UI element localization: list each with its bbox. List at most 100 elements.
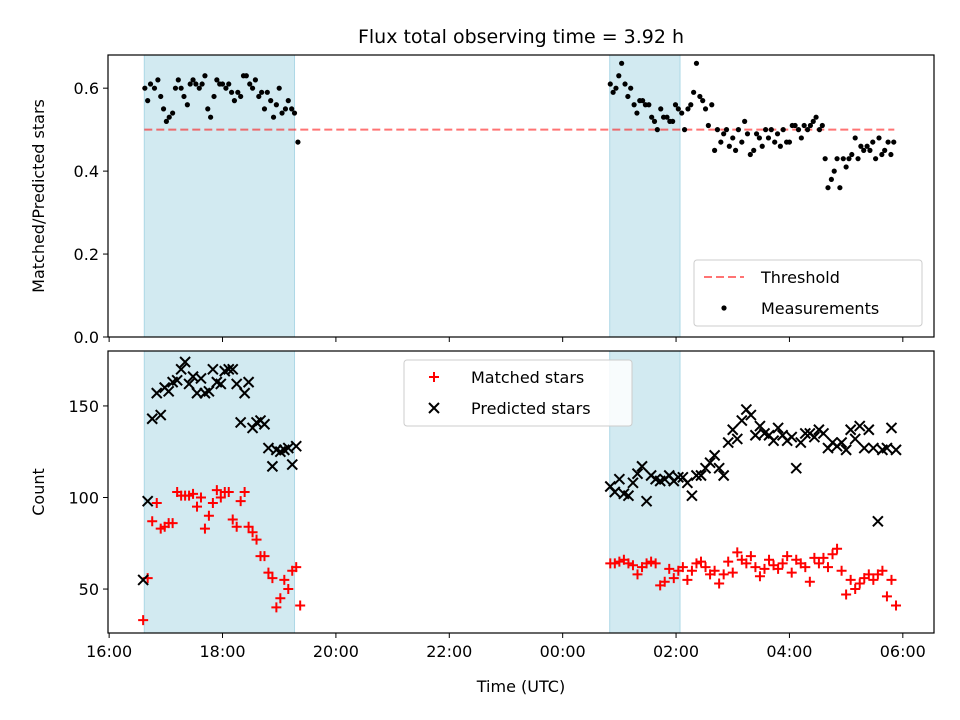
x-tick-label: 00:00 bbox=[540, 642, 586, 661]
data-point bbox=[289, 106, 295, 112]
data-point bbox=[713, 462, 725, 474]
data-point bbox=[208, 114, 214, 120]
data-point bbox=[772, 139, 778, 145]
data-point bbox=[809, 552, 820, 563]
data-point bbox=[727, 567, 738, 578]
legend-label: Predicted stars bbox=[471, 399, 591, 418]
data-point bbox=[712, 147, 718, 153]
data-point bbox=[634, 110, 640, 116]
data-point bbox=[741, 558, 752, 569]
data-point bbox=[619, 60, 625, 66]
data-point bbox=[881, 442, 893, 454]
data-point bbox=[672, 471, 685, 484]
data-point bbox=[849, 151, 855, 158]
data-point bbox=[631, 467, 644, 480]
data-point bbox=[172, 85, 179, 91]
data-point bbox=[622, 489, 635, 502]
data-point bbox=[882, 147, 888, 153]
x-tick-label: 04:00 bbox=[766, 642, 812, 661]
data-point bbox=[664, 114, 670, 120]
data-point bbox=[759, 143, 765, 149]
legend-box bbox=[693, 259, 923, 327]
data-point bbox=[837, 185, 843, 191]
data-point bbox=[266, 460, 279, 473]
x-tick-label: 20:00 bbox=[313, 642, 359, 661]
data-point bbox=[649, 114, 655, 120]
data-point bbox=[207, 363, 219, 376]
data-point bbox=[790, 462, 802, 474]
data-point bbox=[659, 576, 670, 587]
data-point bbox=[832, 543, 843, 554]
data-point bbox=[697, 93, 703, 100]
data-point bbox=[654, 127, 660, 133]
data-point bbox=[763, 127, 769, 133]
data-point bbox=[178, 85, 184, 91]
data-point bbox=[247, 527, 258, 538]
data-point bbox=[275, 593, 286, 604]
data-point bbox=[804, 576, 815, 587]
data-point bbox=[854, 578, 865, 589]
y-tick-label: 0.4 bbox=[74, 162, 99, 181]
data-point bbox=[242, 376, 255, 388]
data-point bbox=[861, 147, 867, 153]
data-point bbox=[714, 127, 721, 133]
data-point bbox=[243, 521, 254, 532]
data-point bbox=[686, 489, 698, 502]
data-point bbox=[723, 127, 730, 133]
data-point bbox=[840, 444, 852, 456]
data-point bbox=[664, 563, 675, 574]
data-point bbox=[166, 114, 172, 120]
data-point bbox=[858, 143, 864, 149]
data-point bbox=[795, 436, 807, 449]
data-point bbox=[890, 444, 902, 456]
data-point bbox=[279, 574, 290, 585]
data-point bbox=[867, 147, 873, 153]
data-point bbox=[704, 456, 716, 469]
data-point bbox=[819, 122, 825, 129]
data-point bbox=[650, 558, 661, 569]
data-point bbox=[732, 147, 739, 153]
data-point bbox=[885, 139, 891, 145]
data-point bbox=[276, 85, 282, 91]
data-point bbox=[700, 98, 706, 104]
data-point bbox=[854, 420, 866, 432]
data-point bbox=[631, 102, 637, 108]
data-point bbox=[609, 486, 621, 498]
data-point bbox=[636, 460, 648, 473]
axes-frame bbox=[107, 54, 935, 338]
data-point bbox=[270, 114, 277, 120]
x-tick-label: 18:00 bbox=[199, 642, 245, 661]
data-point bbox=[285, 98, 291, 104]
data-point bbox=[249, 85, 256, 91]
legend: Threshold Measurements bbox=[693, 259, 923, 327]
data-point bbox=[155, 77, 161, 83]
data-point bbox=[613, 85, 619, 91]
data-point bbox=[756, 135, 762, 141]
data-point bbox=[691, 558, 702, 569]
data-point bbox=[782, 551, 793, 562]
data-point bbox=[735, 127, 742, 133]
legend-label: Measurements bbox=[761, 299, 879, 318]
data-point bbox=[872, 515, 884, 528]
data-point bbox=[835, 436, 848, 449]
data-point bbox=[625, 93, 631, 100]
data-point bbox=[681, 127, 688, 133]
data-point bbox=[881, 591, 892, 602]
data-point bbox=[754, 571, 765, 582]
data-point bbox=[827, 549, 838, 560]
data-point bbox=[870, 139, 876, 145]
data-point bbox=[745, 551, 756, 562]
data-point bbox=[825, 185, 831, 191]
chart-title: Flux total observing time = 3.92 h bbox=[358, 26, 684, 48]
data-point bbox=[792, 122, 798, 129]
data-point bbox=[759, 563, 770, 574]
x-tick-label: 06:00 bbox=[880, 642, 926, 661]
shaded-range bbox=[609, 54, 681, 338]
data-point bbox=[786, 139, 793, 145]
data-point bbox=[891, 600, 902, 611]
data-point bbox=[271, 602, 282, 613]
data-point bbox=[686, 565, 697, 576]
data-point bbox=[852, 135, 858, 141]
data-point bbox=[855, 156, 861, 162]
data-point bbox=[800, 562, 811, 573]
